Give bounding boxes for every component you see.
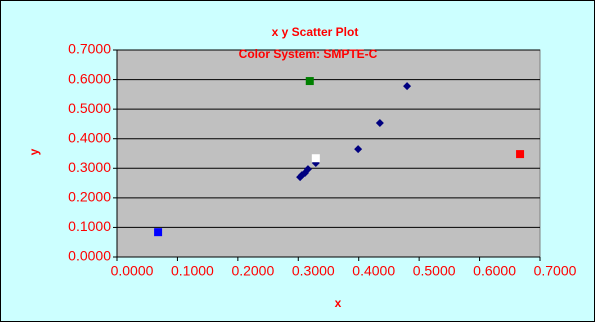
y-tick-label: 0.1000	[68, 218, 111, 234]
y-axis-title: y	[27, 148, 41, 155]
chart-title: x y Scatter Plot	[272, 25, 359, 39]
y-tick-label: 0.7000	[68, 41, 111, 57]
point	[311, 154, 320, 163]
point	[154, 228, 163, 237]
point	[375, 119, 384, 128]
y-tick-label: 0.3000	[68, 159, 111, 175]
point	[403, 82, 412, 91]
y-tick-label: 0.6000	[68, 70, 111, 86]
y-tick-label: 0.5000	[68, 100, 111, 116]
x-tick-label: 0.2000	[231, 263, 274, 279]
point	[354, 145, 363, 154]
x-tick-label: 0.3000	[292, 263, 335, 279]
y-tick-label: 0.2000	[68, 189, 111, 205]
y-tick-label: 0.0000	[68, 248, 111, 264]
chart-subtitle: Color System: SMPTE-C	[239, 47, 378, 61]
y-tick-label: 0.4000	[68, 129, 111, 145]
x-tick-label: 0.4000	[352, 263, 395, 279]
point	[296, 173, 305, 182]
point	[305, 77, 314, 86]
x-tick-label: 0.1000	[171, 263, 214, 279]
plot-area	[116, 49, 541, 258]
point	[516, 150, 525, 159]
x-tick-label: 0.0000	[111, 263, 154, 279]
x-tick-label: 0.6000	[473, 263, 516, 279]
x-axis-title: x	[335, 296, 342, 310]
x-tick-label: 0.7000	[534, 263, 577, 279]
x-tick-label: 0.5000	[413, 263, 456, 279]
